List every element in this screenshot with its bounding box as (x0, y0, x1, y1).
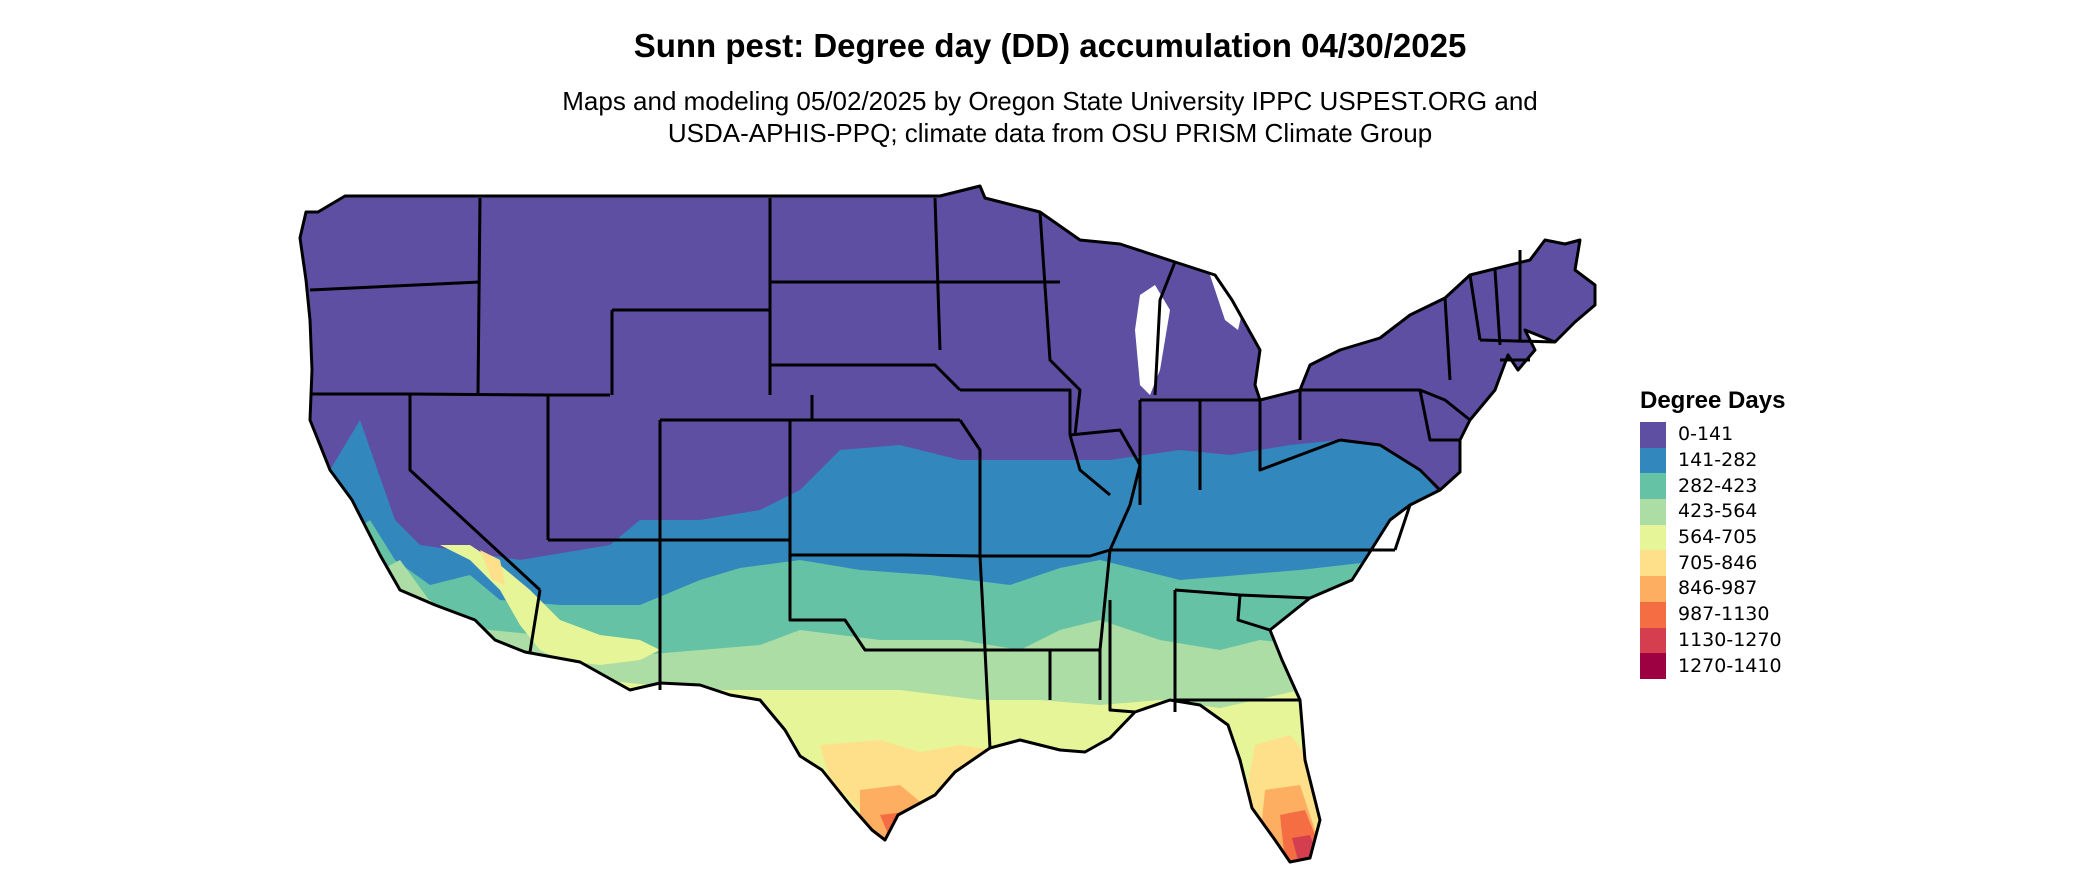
legend-item: 705-846 (1640, 550, 1880, 577)
legend-item: 282-423 (1640, 473, 1880, 500)
degree-day-fill (300, 186, 1595, 862)
legend-swatch (1640, 653, 1666, 679)
legend-swatch (1640, 601, 1666, 628)
legend-label: 846-987 (1678, 577, 1758, 600)
map-subtitle: Maps and modeling 05/02/2025 by Oregon S… (0, 85, 2100, 149)
lake-michigan (1135, 285, 1170, 395)
legend-label: 987-1130 (1678, 603, 1770, 626)
map-title: Sunn pest: Degree day (DD) accumulation … (633, 27, 1467, 64)
legend-item: 846-987 (1640, 576, 1880, 602)
legend-label: 564-705 (1678, 526, 1758, 549)
legend-item: 987-1130 (1640, 601, 1880, 628)
legend-item: 1130-1270 (1640, 627, 1880, 654)
legend-swatch (1640, 473, 1666, 500)
map-legend: Degree Days 0-141 141-282 282-423 423-564 56… (1640, 386, 1880, 679)
legend-item: 423-564 (1640, 499, 1880, 525)
legend-label: 141-282 (1678, 449, 1758, 472)
legend-label: 0-141 (1678, 423, 1734, 446)
legend-swatch (1640, 499, 1666, 525)
lake-huron (1210, 270, 1245, 330)
legend-swatch (1640, 576, 1666, 602)
legend-swatch (1640, 422, 1666, 448)
legend-label: 282-423 (1678, 474, 1758, 497)
legend-label: 1130-1270 (1678, 628, 1782, 651)
legend-item: 0-141 (1640, 422, 1880, 448)
legend-swatch (1640, 627, 1666, 654)
subtitle-line-1: Maps and modeling 05/02/2025 by Oregon S… (562, 86, 1538, 116)
legend-item: 564-705 (1640, 524, 1880, 551)
legend-label: 1270-1410 (1678, 654, 1782, 677)
state-boundaries (298, 184, 1597, 864)
legend-swatch (1640, 524, 1666, 551)
subtitle-line-2: USDA-APHIS-PPQ; climate data from OSU PR… (667, 118, 1433, 148)
zone-705-846-southwest (480, 550, 505, 585)
legend-label: 705-846 (1678, 551, 1758, 574)
legend-title: Degree Days (1640, 387, 1786, 414)
legend-items: 0-141 141-282 282-423 423-564 564-705 705-846… (1640, 422, 1880, 679)
legend-swatch (1640, 550, 1666, 577)
legend-swatch (1640, 447, 1666, 474)
legend-item: 1270-1410 (1640, 653, 1880, 679)
legend-item: 141-282 (1640, 447, 1880, 474)
legend-label: 423-564 (1678, 500, 1758, 523)
